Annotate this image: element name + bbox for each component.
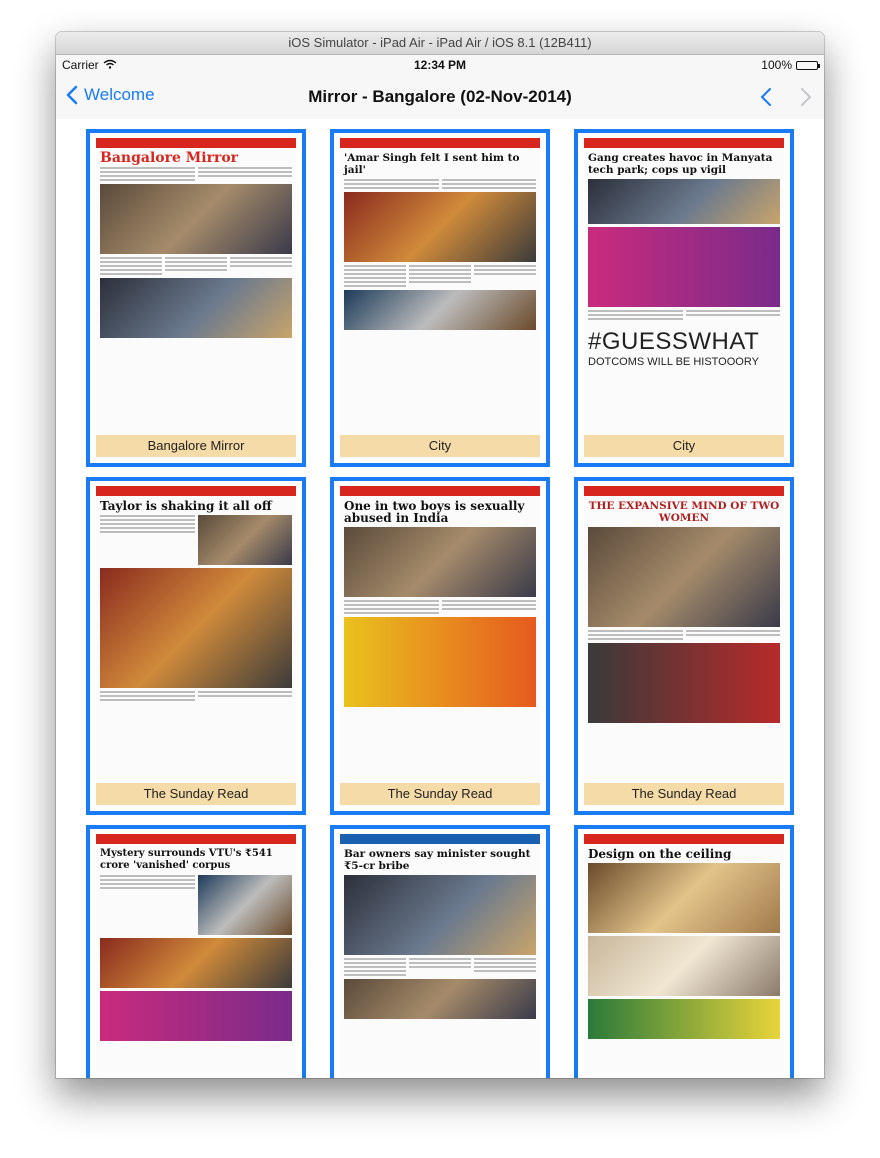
page-title: Mirror - Bangalore (02-Nov-2014) [308,87,572,106]
page-headline: Design on the ceiling [588,847,732,861]
page-photo [197,875,292,935]
page-headline: Gang creates havoc in Manyata tech park;… [588,152,773,176]
battery-percent: 100% [761,58,792,72]
page-photo [344,527,536,597]
page-photo [100,278,292,338]
newspaper-page: Gang creates havoc in Manyata tech park;… [584,138,784,458]
newspaper-page: Mystery surrounds VTU's ₹541 crore 'vani… [96,834,296,1078]
page-caption: The Sunday Read [584,783,784,805]
page-photo [344,875,536,955]
page-headline: Bar owners say minister sought ₹5-cr bri… [344,848,531,872]
page-photo [100,568,292,688]
page-caption: The Sunday Read [340,783,540,805]
page-thumbnail[interactable]: Gang creates havoc in Manyata tech park;… [574,129,794,467]
page-headline: 'Amar Singh felt I sent him to jail' [344,152,520,176]
page-photo [344,979,536,1019]
window-title: iOS Simulator - iPad Air - iPad Air / iO… [56,32,824,55]
page-grid-container: Bangalore Mirror Bangalore Mirror 'Amar … [56,119,824,1078]
newspaper-page: Taylor is shaking it all off [96,486,296,806]
page-thumbnail[interactable]: Design on the ceiling [574,825,794,1078]
page-thumbnail[interactable]: Mystery surrounds VTU's ₹541 crore 'vani… [86,825,306,1078]
advertisement [588,643,780,723]
battery-icon [796,60,820,70]
simulator-window: iOS Simulator - iPad Air - iPad Air / iO… [56,32,824,1078]
page-photo [588,863,780,933]
advertisement [588,227,780,307]
page-photo [344,192,536,262]
advertisement [100,991,292,1041]
navigation-bar: Welcome Mirror - Bangalore (02-Nov-2014) [56,75,824,120]
newspaper-page: 'Amar Singh felt I sent him to jail' [340,138,540,458]
page-headline: Bangalore Mirror [100,150,239,166]
newspaper-page: Design on the ceiling [584,834,784,1078]
previous-page-button[interactable] [760,87,772,107]
page-caption: Bangalore Mirror [96,435,296,457]
clock: 12:34 PM [413,58,467,72]
promo-subtext: DOTCOMS WILL BE HISTOOORY [588,356,759,368]
promo-headline: #GUESSWHAT [588,328,760,355]
newspaper-page: One in two boys is sexually abused in In… [340,486,540,806]
page-thumbnail[interactable]: Taylor is shaking it all off The Sunday … [86,477,306,815]
page-headline: One in two boys is sexually abused in In… [344,499,525,525]
wifi-icon [103,55,117,75]
newspaper-page: Bar owners say minister sought ₹5-cr bri… [340,834,540,1078]
page-thumbnail[interactable]: Bar owners say minister sought ₹5-cr bri… [330,825,550,1078]
page-photo [197,515,292,565]
back-button[interactable]: Welcome [66,85,155,105]
carrier-label: Carrier [62,58,99,72]
page-photo [588,179,780,224]
status-bar: Carrier 12:34 PM 100% [56,55,824,75]
page-caption: The Sunday Read [96,783,296,805]
chevron-left-icon [66,85,78,105]
advertisement [344,617,536,707]
page-photo [100,938,292,988]
page-headline: Taylor is shaking it all off [100,499,272,513]
newspaper-page: THE EXPANSIVE MIND OF TWO WOMEN [584,486,784,806]
page-photo [588,936,780,996]
advertisement [588,999,780,1039]
page-caption: City [340,435,540,457]
page-thumbnail[interactable]: Bangalore Mirror Bangalore Mirror [86,129,306,467]
page-headline: Mystery surrounds VTU's ₹541 crore 'vani… [100,848,273,871]
page-thumbnail[interactable]: One in two boys is sexually abused in In… [330,477,550,815]
page-thumbnail[interactable]: THE EXPANSIVE MIND OF TWO WOMEN The Sund… [574,477,794,815]
page-photo [588,527,780,627]
page-headline: THE EXPANSIVE MIND OF TWO WOMEN [588,500,780,524]
page-thumbnail[interactable]: 'Amar Singh felt I sent him to jail' Cit… [330,129,550,467]
newspaper-page: Bangalore Mirror [96,138,296,458]
next-page-button[interactable] [800,87,812,107]
page-caption: City [584,435,784,457]
page-photo [344,290,536,330]
back-label: Welcome [84,85,155,104]
page-photo [100,184,292,254]
page-thumbnail-grid: Bangalore Mirror Bangalore Mirror 'Amar … [86,129,794,1078]
